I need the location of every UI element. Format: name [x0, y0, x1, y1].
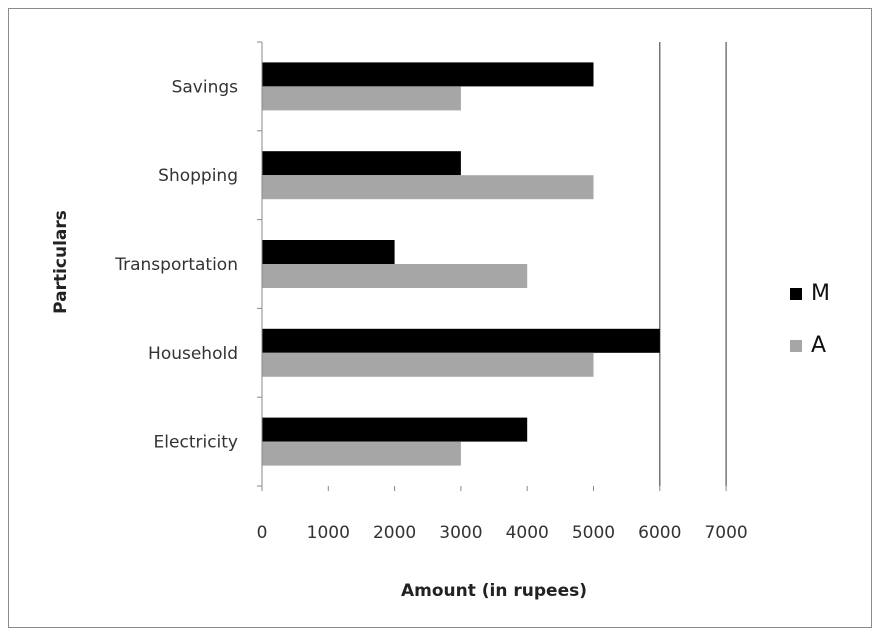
- bar-m-savings: [262, 62, 594, 87]
- x-tick-label: 0: [257, 523, 268, 543]
- x-tick-label: 4000: [506, 523, 549, 543]
- x-tick-label: 6000: [638, 523, 681, 543]
- x-tick-label: 1000: [307, 523, 350, 543]
- y-axis-title: Particulars: [51, 210, 71, 314]
- bar-m-shopping: [262, 151, 461, 176]
- bar-a-savings: [262, 86, 461, 111]
- x-tick-labels: 0 1000 2000 3000 4000 5000 6000 7000: [257, 523, 748, 543]
- legend-swatch-m: [790, 288, 802, 300]
- legend-label-m: M: [811, 281, 830, 306]
- bars: [262, 62, 660, 466]
- chart-frame: [8, 8, 872, 628]
- bar-m-transportation: [262, 240, 395, 264]
- category-label: Household: [148, 344, 238, 364]
- bar-a-electricity: [262, 441, 461, 466]
- legend-swatch-a: [790, 340, 802, 352]
- bar-m-electricity: [262, 417, 528, 442]
- bar-m-household: [262, 328, 660, 353]
- bar-a-shopping: [262, 175, 594, 200]
- axes: [257, 41, 727, 491]
- category-label: Electricity: [154, 433, 238, 453]
- category-label: Shopping: [158, 166, 238, 186]
- x-tick-label: 3000: [439, 523, 482, 543]
- category-label: Transportation: [114, 255, 238, 275]
- x-tick-label: 2000: [373, 523, 416, 543]
- legend-label-a: A: [811, 333, 826, 358]
- category-labels: Savings Shopping Transportation Household El…: [114, 77, 238, 452]
- gridlines: [659, 42, 727, 486]
- bar-a-transportation: [262, 264, 528, 288]
- x-tick-label: 5000: [572, 523, 615, 543]
- legend: MA: [790, 281, 830, 358]
- x-axis-title: Amount (in rupees): [401, 581, 587, 601]
- bar-a-household: [262, 352, 594, 377]
- category-label: Savings: [172, 77, 239, 97]
- x-tick-label: 7000: [704, 523, 747, 543]
